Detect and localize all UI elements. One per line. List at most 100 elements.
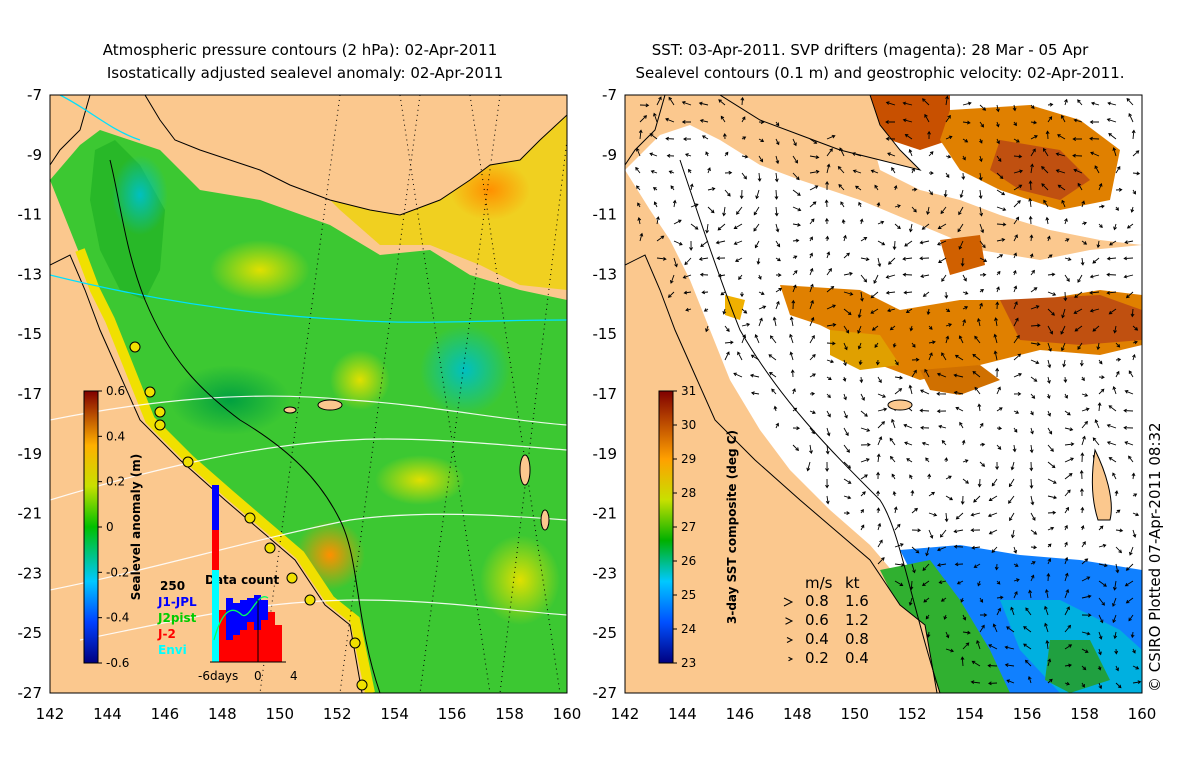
velocity-arrow (960, 656, 965, 667)
velocity-arrow (945, 114, 951, 123)
dc-bar-6-red (247, 622, 254, 662)
velocity-arrow (839, 147, 845, 157)
velocity-arrow (809, 391, 816, 396)
velocity-arrow (993, 350, 998, 361)
velocity-arrow (1030, 120, 1038, 125)
velocity-arrow (859, 376, 864, 384)
velocity-arrow (1030, 393, 1036, 399)
velocity-arrow (970, 680, 981, 685)
velocity-arrow (1029, 461, 1034, 472)
velocity-arrow (1030, 376, 1038, 382)
velocity-arrow (843, 478, 852, 484)
velocity-arrow (979, 461, 986, 467)
velocity-arrow (995, 461, 999, 470)
velocity-arrow (945, 95, 949, 106)
velocity-arrow (877, 393, 887, 398)
velocity-arrow (920, 389, 930, 395)
right-lon-tick-label: 144 (668, 705, 697, 723)
velocity-arrow (953, 529, 964, 534)
velocity-arrow (1013, 317, 1019, 327)
right-colorbar-label: 3-day SST composite (deg C) (725, 430, 739, 624)
velocity-arrow (877, 257, 882, 268)
velocity-arrow (876, 490, 880, 497)
velocity-arrow (924, 368, 930, 378)
velocity-arrow (843, 291, 854, 296)
velocity-arrow (1081, 420, 1088, 429)
velocity-arrow (940, 206, 947, 215)
velocity-arrow (826, 148, 833, 157)
velocity-arrow (775, 300, 780, 310)
velocity-arrow (978, 189, 983, 200)
velocity-arrow (771, 388, 777, 395)
velocity-arrow (1132, 340, 1138, 345)
velocity-arrow (701, 135, 709, 140)
velocity-arrow (996, 607, 1001, 616)
velocity-arrow (979, 302, 983, 310)
left-lat-tick-label: -15 (18, 325, 43, 343)
velocity-arrow (953, 373, 964, 378)
velocity-arrow (656, 235, 665, 242)
velocity-arrow (792, 238, 800, 243)
velocity-arrow (683, 137, 691, 141)
velocity-arrow (972, 370, 981, 378)
velocity-arrow (772, 316, 777, 327)
velocity-arrow (921, 580, 930, 586)
velocity-arrow (1128, 113, 1134, 123)
velocity-arrow (700, 240, 709, 248)
left-coastal-strip (75, 248, 375, 693)
velocity-arrow (809, 138, 818, 144)
velocity-arrow (826, 304, 836, 310)
velocity-arrow (927, 473, 932, 480)
velocity-arrow (1098, 525, 1104, 531)
velocity-arrow (1028, 197, 1033, 208)
colorbar-tick-label: 29 (681, 452, 696, 466)
velocity-arrow (1132, 493, 1138, 497)
right-lon-tick-label: 154 (955, 705, 984, 723)
right-lon-tick-label: 156 (1013, 705, 1042, 723)
velocity-arrow (996, 580, 1001, 585)
velocity-arrow (1115, 206, 1119, 211)
velocity-arrow (962, 274, 967, 282)
velocity-arrow (911, 507, 918, 514)
velocity-arrow (773, 405, 778, 412)
velocity-arrow (1077, 182, 1083, 191)
velocity-arrow (1112, 472, 1117, 480)
velocity-arrow (961, 439, 966, 446)
velocity-arrow (976, 639, 981, 650)
velocity-arrow (1073, 168, 1083, 174)
velocity-arrow (1098, 204, 1105, 209)
velocity-arrow (1080, 506, 1085, 514)
velocity-arrow (1064, 572, 1069, 582)
velocity-arrow (962, 291, 969, 295)
velocity-arrow (689, 183, 694, 191)
left-mid-anomaly-3 (375, 455, 465, 505)
velocity-arrow (650, 169, 658, 174)
velocity-arrow (1081, 407, 1090, 412)
velocity-arrow (1089, 136, 1100, 141)
velocity-arrow (1081, 648, 1089, 653)
velocity-arrow (1131, 472, 1136, 480)
velocity-arrow (1013, 591, 1018, 599)
velocity-arrow (741, 322, 751, 327)
velocity-arrow (1106, 118, 1117, 123)
left-low-anomaly-gulf (112, 155, 168, 235)
velocity-arrow (1081, 393, 1089, 397)
velocity-arrow (1047, 235, 1051, 242)
velocity-arrow (1112, 597, 1117, 607)
velocity-arrow (1064, 473, 1073, 480)
velocity-arrow (1123, 256, 1134, 261)
velocity-arrow (809, 218, 815, 225)
velocity-arrow (1028, 215, 1033, 225)
velocity-arrow (1132, 325, 1139, 331)
velocity-arrow (939, 529, 947, 538)
velocity-arrow (1125, 597, 1134, 604)
velocity-arrow (689, 240, 693, 251)
velocity-arrow (701, 290, 709, 295)
left-mid-anomaly-4 (480, 535, 560, 625)
velocity-arrow (945, 475, 952, 480)
velocity-arrow (1089, 308, 1100, 313)
velocity-arrow (1115, 357, 1122, 362)
velocity-arrow (1132, 648, 1136, 654)
colorbar-tick-label: 0 (106, 520, 114, 534)
velocity-arrow (1106, 423, 1117, 429)
